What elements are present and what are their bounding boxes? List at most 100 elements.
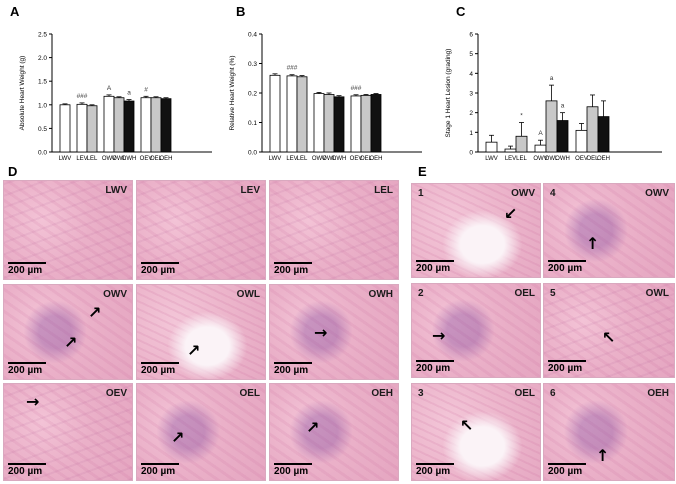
x-tick-label: OWL (322, 156, 336, 162)
micrograph-d-2: LEV 200 µm (136, 180, 266, 280)
x-tick-label: LEV (505, 156, 516, 162)
arrow-icon: ↖ (460, 416, 474, 435)
x-tick-label: OWV (312, 156, 326, 162)
micrograph-e-5: 5 OWL ↖ 200 µm (543, 283, 675, 378)
micrograph-tag: OWV (645, 188, 669, 199)
x-tick-label: LWV (485, 156, 498, 162)
bar (556, 120, 569, 153)
y-tick-label: 0.0 (248, 150, 257, 157)
y-tick-label: 0.3 (248, 61, 257, 68)
y-tick-label: 1.0 (38, 102, 47, 109)
y-tick-label: 1 (469, 130, 473, 137)
micrograph-e-1: 1 OWV ↙ 200 µm (411, 183, 541, 278)
x-tick-label: OWH (122, 156, 137, 162)
bar (534, 144, 547, 153)
x-tick-label: OWH (555, 156, 570, 162)
micrograph-tag: OWV (103, 289, 127, 300)
significance-label: ### (287, 65, 298, 72)
y-tick-label: 0 (469, 150, 473, 157)
y-tick-label: 2.5 (38, 32, 47, 39)
x-tick-label: LWV (59, 156, 72, 162)
micrograph-tag: OEH (371, 388, 393, 399)
micrograph-tag: OEL (239, 388, 260, 399)
scale-bar: 200 µm (548, 260, 586, 274)
scale-bar: 200 µm (141, 362, 179, 376)
significance-label: A (538, 130, 543, 137)
micrograph-e-2: 2 OEL → 200 µm (411, 283, 541, 378)
scale-bar: 200 µm (8, 262, 46, 276)
bar (597, 116, 610, 153)
scale-bar: 200 µm (141, 262, 179, 276)
scale-bar: 200 µm (8, 463, 46, 477)
bar (485, 141, 498, 153)
micrograph-number: 3 (418, 388, 424, 399)
y-tick-label: 0.0 (38, 150, 47, 157)
chart-absolute-heart-weight: 0.0 0.5 1.0 1.5 2.0 2.5 Absolute Heart Weight … (19, 32, 212, 162)
x-tick-label: OEL (150, 156, 163, 162)
significance-label: # (144, 86, 148, 93)
micrograph-number: 6 (550, 388, 556, 399)
bar (575, 129, 588, 153)
x-tick-label: OEV (140, 156, 153, 162)
y-tick-label: 3 (469, 91, 473, 98)
x-tick-label: LEL (297, 156, 308, 162)
arrow-icon: → (26, 392, 40, 411)
x-tick-label: OEV (575, 156, 588, 162)
arrow-icon: ↖ (602, 328, 616, 347)
y-tick-label: 2 (469, 110, 473, 117)
scale-bar: 200 µm (416, 463, 454, 477)
scale-bar: 200 µm (416, 360, 454, 374)
y-tick-label: 0.2 (248, 91, 257, 98)
y-tick-label: 0.4 (248, 32, 257, 39)
micrograph-tag: OEV (105, 388, 127, 399)
bar (545, 100, 558, 153)
arrow-icon: ↑ (586, 234, 600, 253)
micrograph-d-9: OEH ↗ 200 µm (269, 383, 399, 481)
x-tick-label: LEV (76, 156, 87, 162)
arrow-icon: → (314, 323, 328, 342)
micrograph-tag: OWH (368, 289, 393, 300)
micrograph-e-3: 3 OEL ↖ 200 µm (411, 383, 541, 481)
panel-letter-d: D (8, 164, 18, 179)
x-tick-label: OEH (369, 156, 382, 162)
significance-label: a (550, 75, 554, 82)
x-tick-label: OEH (159, 156, 172, 162)
x-tick-label: OEL (360, 156, 373, 162)
chart-heart-lesion-grading: 0 1 2 3 4 5 6 Stage 1 Heart Lesion (grading) LWV… (445, 32, 662, 162)
x-tick-label: OWH (332, 156, 347, 162)
y-tick-label: 4 (469, 71, 473, 78)
arrow-icon: ↑ (596, 446, 610, 465)
chart-relative-heart-weight: 0.0 0.1 0.2 0.3 0.4 Relative Heart Weight (%)… (229, 32, 422, 162)
micrograph-tag: OEL (514, 388, 535, 399)
micrograph-d-6: OWH → 200 µm (269, 284, 399, 380)
scale-bar: 200 µm (416, 260, 454, 274)
x-tick-label: OEV (350, 156, 363, 162)
x-tick-label: OEL (586, 156, 599, 162)
x-tick-label: OWV (102, 156, 116, 162)
panel-letter-b: B (236, 4, 246, 19)
y-axis-label: Relative Heart Weight (%) (229, 55, 236, 130)
y-tick-label: 6 (469, 32, 473, 39)
arrow-icon: ↗ (306, 418, 320, 437)
micrograph-tag: OEH (647, 388, 669, 399)
y-axis-label: Absolute Heart Weight (g) (19, 56, 26, 131)
arrow-icon: ↗ (88, 303, 102, 322)
micrograph-tag: OWL (236, 289, 260, 300)
micrograph-tag: LEL (374, 185, 393, 196)
micrograph-d-1: LWV 200 µm (3, 180, 133, 280)
micrograph-number: 1 (418, 188, 424, 199)
y-tick-label: 0.1 (248, 120, 257, 127)
scale-bar: 200 µm (274, 262, 312, 276)
micrograph-number: 2 (418, 288, 424, 299)
y-tick-label: 0.5 (38, 126, 47, 133)
y-tick-label: 5 (469, 51, 473, 58)
y-tick-label: 1.5 (38, 79, 47, 86)
significance-label: * (520, 113, 523, 120)
x-tick-label: LWV (269, 156, 282, 162)
micrograph-d-3: LEL 200 µm (269, 180, 399, 280)
micrograph-tag: OEL (514, 288, 535, 299)
x-tick-label: LEV (286, 156, 297, 162)
micrograph-tag: LEV (240, 185, 260, 196)
x-tick-label: OWL (545, 156, 559, 162)
panel-letter-e: E (418, 164, 427, 179)
